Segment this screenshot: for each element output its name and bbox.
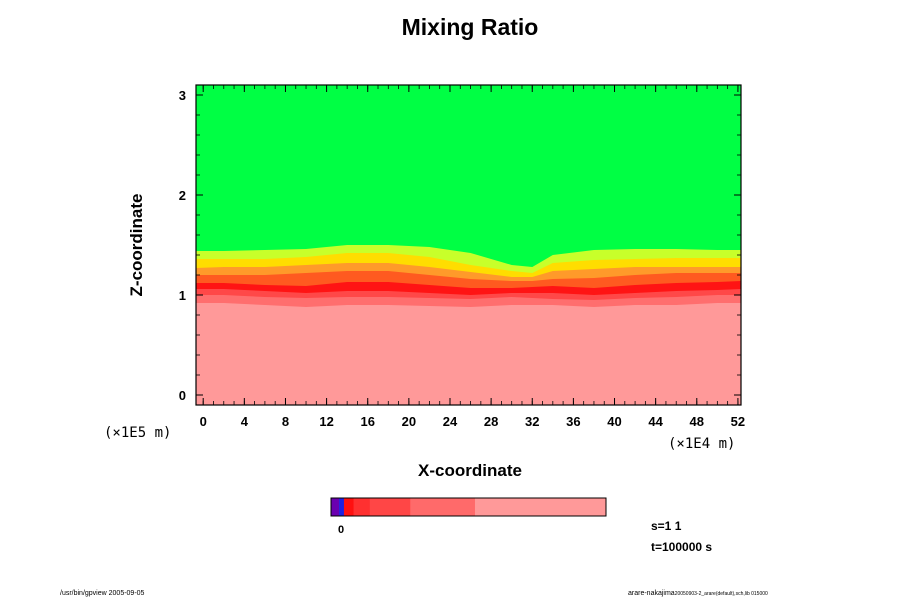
x-axis-label: X-coordinate (418, 461, 522, 480)
y-tick-label: 2 (179, 188, 186, 203)
x-tick-label: 4 (241, 414, 249, 429)
x-scale-label: (×1E4 m) (668, 436, 736, 452)
colorbar-segment-0 (331, 498, 340, 516)
x-tick-label: 8 (282, 414, 289, 429)
colorbar-frame (330, 497, 607, 517)
x-tick-label: 0 (200, 414, 207, 429)
x-tick-label: 32 (525, 414, 539, 429)
y-tick-label: 1 (179, 288, 186, 303)
band-0 (196, 303, 741, 405)
x-tick-label: 28 (484, 414, 498, 429)
colorbar (330, 497, 607, 517)
y-axis-label: Z-coordinate (127, 193, 146, 297)
footer-source-main: arare-nakajima (628, 590, 675, 597)
plot-bands (196, 85, 741, 405)
x-tick-label: 20 (402, 414, 416, 429)
x-tick-label: 40 (607, 414, 621, 429)
colorbar-segment-4 (369, 498, 411, 516)
x-tick-label: 52 (731, 414, 745, 429)
x-tick-label: 48 (690, 414, 704, 429)
colorbar-segment-2 (343, 498, 354, 516)
x-tick-label: 12 (319, 414, 333, 429)
colorbar-segment-3 (353, 498, 371, 516)
footer-source: arare-nakajima20050903-2_arare(default),… (628, 590, 768, 597)
colorbar-segment-6 (474, 498, 607, 516)
colorbar-segment-5 (410, 498, 476, 516)
colorbar-min-label: 0 (338, 524, 345, 536)
x-tick-label: 44 (648, 414, 663, 429)
time-label: t=100000 s (651, 540, 713, 554)
plot-frame (195, 84, 742, 406)
footer-command: /usr/bin/gpview 2005-09-05 (60, 590, 145, 597)
colorbar-segment-1 (339, 498, 345, 516)
footer-source-sub: 20050903-2_arare(default),sch,lib 015000 (674, 591, 768, 597)
y-tick-label: 3 (179, 88, 186, 103)
chart-title: Mixing Ratio (401, 14, 539, 40)
step-label: s=1 1 (651, 519, 682, 533)
x-tick-label: 16 (360, 414, 374, 429)
y-scale-label: (×1E5 m) (104, 425, 172, 441)
x-tick-label: 36 (566, 414, 580, 429)
y-tick-label: 0 (179, 388, 186, 403)
x-tick-label: 24 (443, 414, 458, 429)
